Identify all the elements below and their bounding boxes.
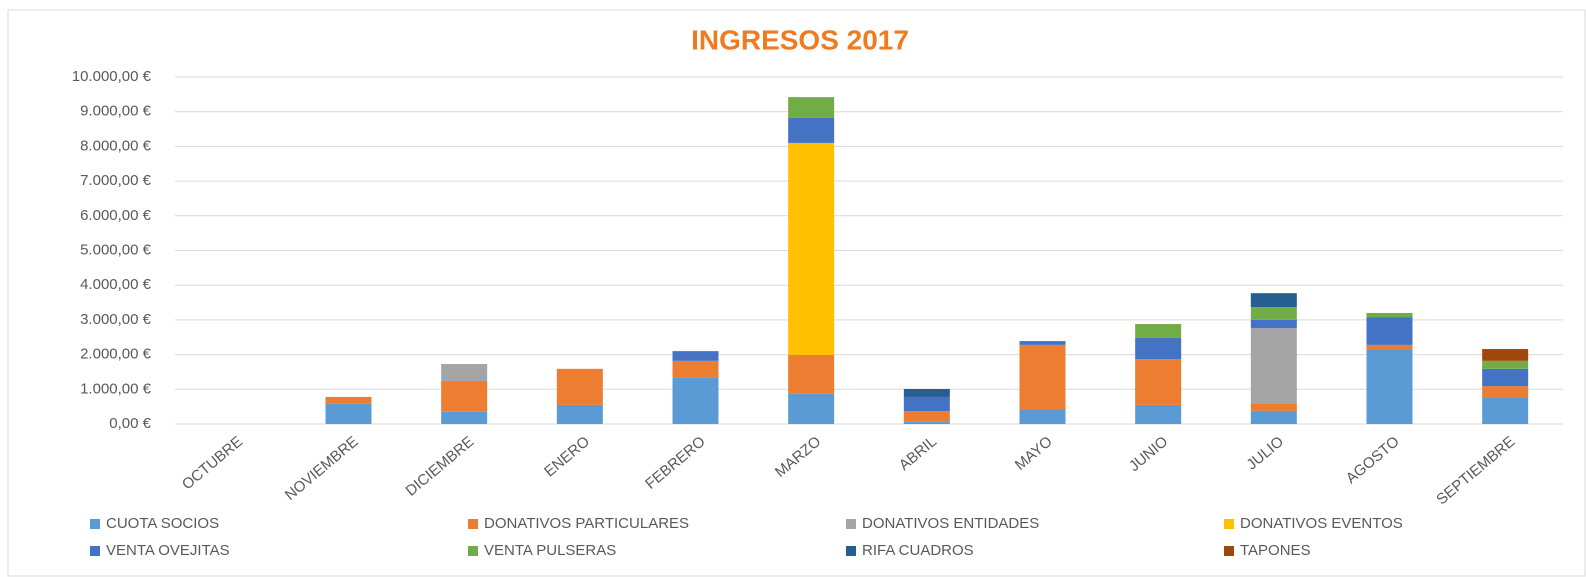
bar-segment (788, 354, 835, 394)
bar-segment (1135, 337, 1182, 360)
bar-segment (788, 97, 835, 118)
bar-segment (1250, 307, 1297, 320)
bar-segment (1135, 404, 1182, 424)
y-tick-label: 6.000,00 € (80, 207, 152, 224)
bar-segment (1019, 409, 1066, 424)
bar-segment (788, 393, 835, 424)
legend-label: DONATIVOS PARTICULARES (484, 515, 689, 532)
bar-segment (1482, 349, 1529, 361)
bar-segment (1250, 410, 1297, 424)
bar-segment (1250, 319, 1297, 329)
bar-segment (1135, 324, 1182, 338)
bar-segment (441, 363, 488, 381)
legend-swatch (468, 519, 478, 529)
bar-segment (325, 396, 372, 404)
bar-segment (1366, 312, 1413, 318)
y-tick-label: 7.000,00 € (80, 172, 152, 189)
bar-segment (325, 403, 372, 424)
y-tick-label: 4.000,00 € (80, 276, 152, 293)
bar-segment (1366, 349, 1413, 424)
legend-swatch (846, 519, 856, 529)
bar-segment (672, 360, 719, 378)
bar-segment (788, 117, 835, 143)
legend-swatch (90, 546, 100, 556)
legend-label: DONATIVOS ENTIDADES (862, 515, 1039, 532)
y-tick-label: 9.000,00 € (80, 103, 152, 120)
bar-segment (1250, 293, 1297, 308)
chart-title: INGRESOS 2017 (691, 24, 909, 55)
y-tick-label: 8.000,00 € (80, 137, 152, 154)
legend-swatch (468, 546, 478, 556)
legend-label: VENTA OVEJITAS (106, 542, 230, 559)
bar-segment (903, 421, 950, 424)
bar-segment (903, 396, 950, 412)
bar-segment (788, 142, 835, 355)
bar-segment (1019, 341, 1066, 345)
bar-segment (903, 411, 950, 422)
legend-swatch (846, 546, 856, 556)
legend-label: RIFA CUADROS (862, 542, 974, 559)
legend-swatch (90, 519, 100, 529)
legend-label: TAPONES (1240, 542, 1311, 559)
y-tick-label: 10.000,00 € (72, 68, 152, 85)
bar-segment (556, 368, 603, 405)
bar-segment (441, 411, 488, 424)
bar-segment (1482, 386, 1529, 398)
bar-segment (1482, 360, 1529, 369)
bar-segment (441, 380, 488, 412)
bar-segment (556, 404, 603, 424)
legend-label: VENTA PULSERAS (484, 542, 616, 559)
bar-segment (1250, 403, 1297, 411)
bar-segment (1250, 328, 1297, 404)
bar-segment (1482, 397, 1529, 424)
y-tick-label: 1.000,00 € (80, 380, 152, 397)
bar-segment (1019, 344, 1066, 410)
y-tick-label: 5.000,00 € (80, 241, 152, 258)
y-tick-label: 0,00 € (109, 415, 151, 432)
y-tick-label: 3.000,00 € (80, 311, 152, 328)
y-tick-label: 2.000,00 € (80, 346, 152, 363)
legend-swatch (1224, 546, 1234, 556)
bar-segment (1366, 317, 1413, 345)
bar-segment (1135, 359, 1182, 405)
bar-segment (672, 377, 719, 424)
bar-segment (1482, 368, 1529, 387)
bar-segment (1366, 344, 1413, 350)
legend-swatch (1224, 519, 1234, 529)
bar-segment (903, 388, 950, 397)
legend-label: CUOTA SOCIOS (106, 515, 219, 532)
legend-label: DONATIVOS EVENTOS (1240, 515, 1403, 532)
bar-segment (672, 351, 719, 361)
